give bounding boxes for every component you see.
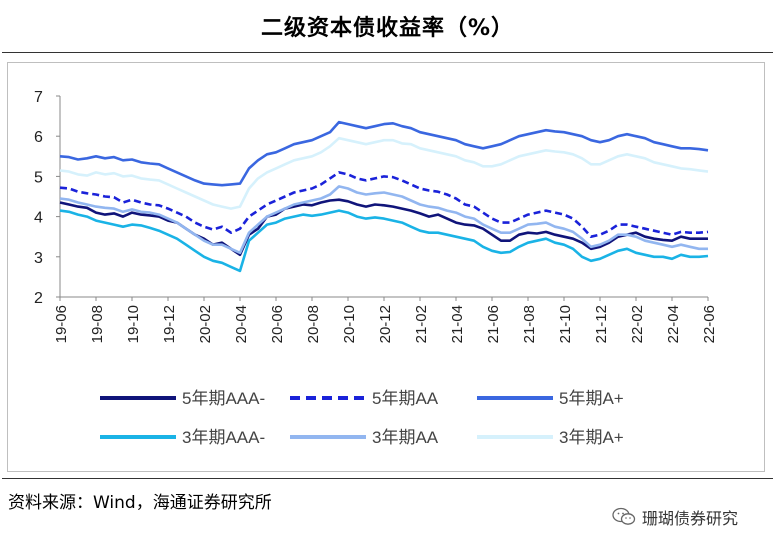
wechat-icon	[612, 507, 636, 525]
title-divider	[2, 52, 773, 53]
series-line-2	[59, 120, 709, 187]
y-tick-label: 6	[34, 129, 43, 146]
x-tick-label: 22-04	[665, 305, 682, 343]
legend-label-1: 5年期AA	[372, 389, 439, 408]
y-tick-label: 4	[34, 210, 43, 227]
page-title: 二级资本债收益率（%）	[260, 16, 515, 41]
x-tick-label: 21-10	[557, 305, 574, 343]
x-tick-label: 19-12	[161, 305, 178, 343]
x-tick-label: 19-08	[89, 305, 106, 343]
x-tick-label: 20-10	[341, 305, 358, 343]
legend-label-2: 5年期A+	[559, 389, 624, 408]
series-line-3	[59, 209, 709, 273]
y-tick-label: 5	[34, 169, 43, 186]
legend-label-0: 5年期AAA-	[182, 389, 265, 408]
y-tick-label: 7	[34, 89, 43, 106]
x-tick-label: 21-12	[593, 305, 610, 343]
x-tick-label: 19-10	[125, 305, 142, 343]
x-tick-label: 21-08	[521, 305, 538, 343]
x-tick-label: 20-08	[305, 305, 322, 343]
legend-label-3: 3年期AAA-	[182, 428, 265, 447]
x-tick-label: 20-12	[377, 305, 394, 343]
watermark: 珊瑚债券研究	[612, 505, 738, 529]
x-tick-label: 19-06	[53, 305, 70, 343]
x-tick-label: 20-02	[197, 305, 214, 343]
x-tick-label: 21-06	[485, 305, 502, 343]
y-tick-label: 2	[34, 290, 43, 307]
series-line-0	[59, 198, 708, 257]
watermark-text: 珊瑚债券研究	[642, 509, 739, 528]
y-tick-label: 3	[34, 250, 43, 267]
x-tick-label: 21-04	[449, 305, 466, 343]
series-line-4	[59, 185, 708, 255]
x-tick-label: 21-02	[413, 305, 430, 343]
legend-label-5: 3年期A+	[559, 428, 624, 447]
legend-label-4: 3年期AA	[372, 428, 439, 447]
x-tick-label: 22-06	[701, 305, 718, 343]
source-divider	[2, 478, 773, 479]
x-tick-label: 22-02	[629, 305, 646, 343]
chart-frame	[7, 62, 765, 472]
series-line-5	[59, 136, 709, 210]
series-line-1	[59, 171, 709, 238]
source-note: 资料来源：Wind，海通证券研究所	[8, 493, 272, 513]
x-tick-label: 20-06	[269, 305, 286, 343]
x-tick-label: 20-04	[233, 305, 250, 343]
